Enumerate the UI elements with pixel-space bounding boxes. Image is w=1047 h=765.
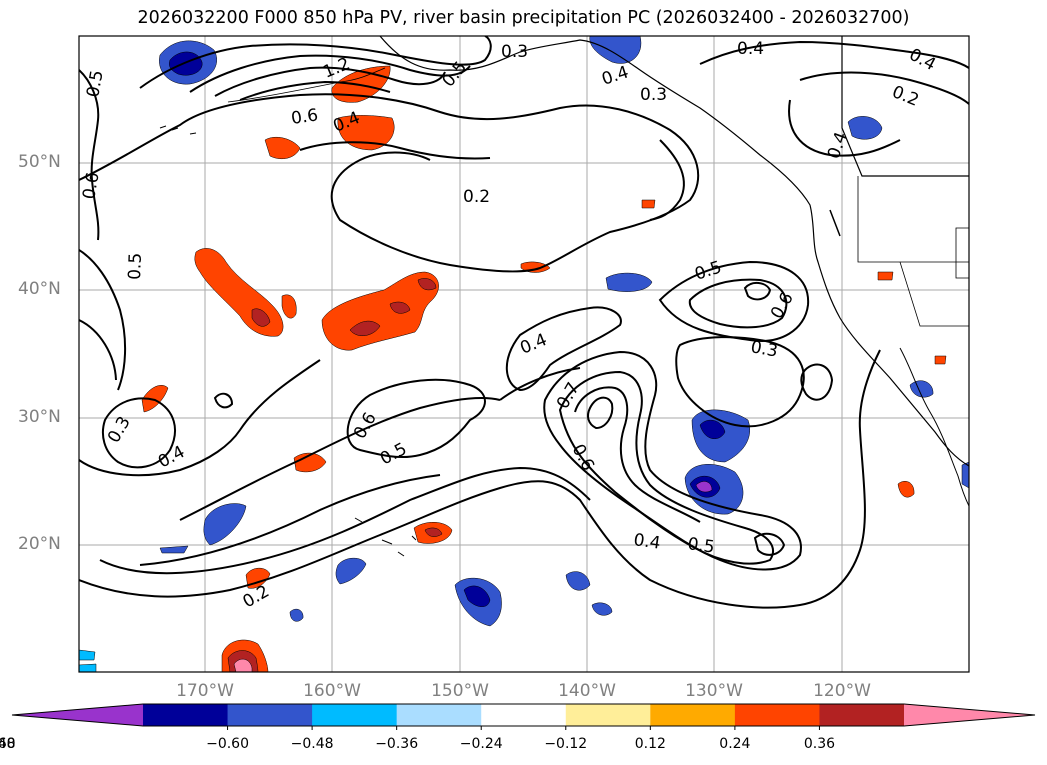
colorbar-tick: 0.48 xyxy=(0,736,16,752)
colorbar-tick: 0.60 xyxy=(0,736,16,752)
contour-label: 0.4 xyxy=(737,39,764,59)
contour-label: 0.4 xyxy=(632,530,662,554)
contour-label: 0.5 xyxy=(686,534,716,558)
colorbar-bin xyxy=(819,704,905,726)
coastlines xyxy=(159,36,969,557)
contour-label: 0.3 xyxy=(749,337,779,361)
lon-label-170w: 170°W xyxy=(176,681,234,701)
graticule xyxy=(79,36,969,672)
contour-label: 0.5 xyxy=(83,69,107,99)
colorbar-extend-high xyxy=(904,704,1035,726)
colorbar-tick: −0.36 xyxy=(375,736,419,752)
lon-label-150w: 150°W xyxy=(431,681,489,701)
colorbar-bin xyxy=(481,704,567,726)
precip-shading xyxy=(79,36,969,672)
colorbar-bin xyxy=(396,704,482,726)
map-title: 2026032200 F000 850 hPa PV, river basin … xyxy=(137,8,910,28)
pv-contours xyxy=(79,36,969,609)
precip-neg-washington xyxy=(847,116,883,140)
map-frame xyxy=(78,35,970,673)
colorbar-tick: −0.48 xyxy=(290,736,334,752)
colorbar-tick: −0.24 xyxy=(459,736,503,752)
contour-label: 0.6 xyxy=(290,105,320,129)
colorbar-bin xyxy=(143,704,229,726)
contour-label: 0.3 xyxy=(501,42,528,62)
lat-label-30n: 30°N xyxy=(18,407,61,427)
colorbar-tick: −0.12 xyxy=(544,736,588,752)
colorbar-tick: −0.60 xyxy=(206,736,249,752)
colorbar-bin xyxy=(650,704,736,726)
lat-label-40n: 40°N xyxy=(18,279,61,299)
colorbar-tick: 0.24 xyxy=(719,736,751,752)
lon-label-130w: 130°W xyxy=(685,681,743,701)
precip-neg-bc-coast xyxy=(589,36,642,64)
colorbar-bin xyxy=(734,704,820,726)
map-panel xyxy=(79,36,969,672)
colorbar-tick: 0.12 xyxy=(634,736,666,752)
contour-label: 0.6 xyxy=(79,171,103,201)
precip-neg-west xyxy=(203,503,247,546)
colorbar-bin xyxy=(565,704,651,726)
colorbar xyxy=(11,703,1036,730)
contour-label: 0.5 xyxy=(125,252,146,280)
colorbar-extend-low xyxy=(12,704,143,726)
lon-label-140w: 140°W xyxy=(558,681,616,701)
colorbar-outline xyxy=(11,703,1036,727)
contour-label: 0.2 xyxy=(463,187,490,207)
colorbar-bin xyxy=(312,704,398,726)
lon-label-160w: 160°W xyxy=(303,681,361,701)
contour-label: 0.3 xyxy=(640,85,667,105)
lat-label-50n: 50°N xyxy=(18,152,61,172)
colorbar-bin xyxy=(227,704,313,726)
lat-label-20n: 20°N xyxy=(18,534,61,554)
colorbar-tick: 0.36 xyxy=(803,736,836,752)
precip-neg-central xyxy=(605,272,653,292)
lon-label-120w: 120°W xyxy=(813,681,871,701)
